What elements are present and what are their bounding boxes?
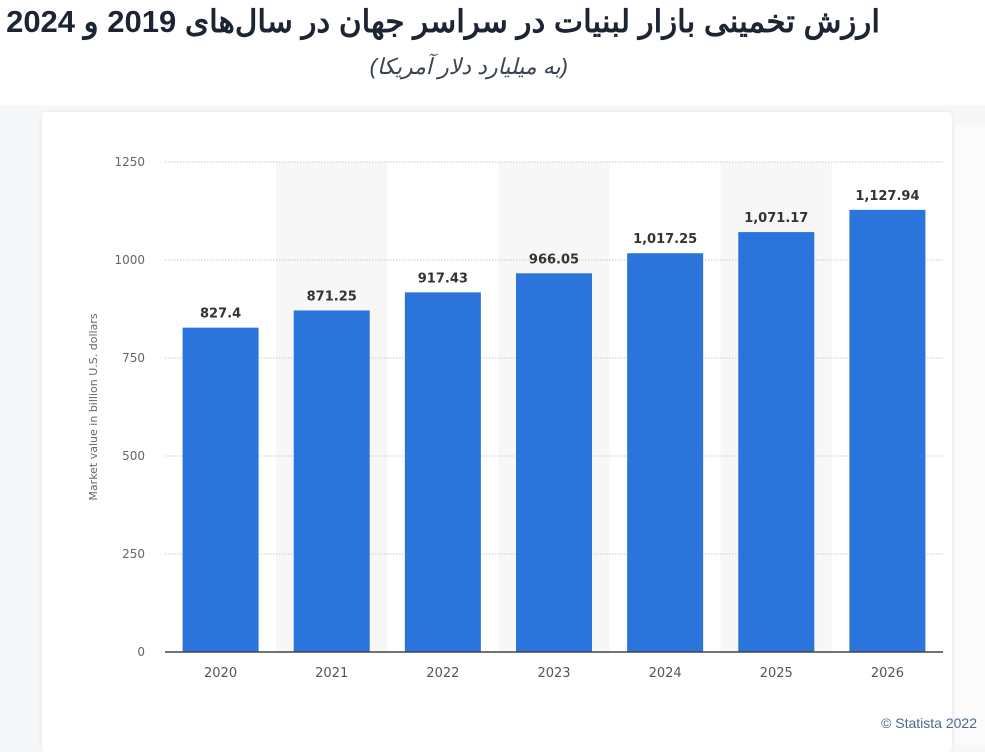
header: ارزش تخمینی بازار لبنیات در سراسر جهان د…	[0, 0, 985, 105]
side-panel	[955, 125, 985, 745]
x-tick-label: 2020	[204, 666, 237, 681]
data-label: 1,071.17	[744, 211, 808, 226]
data-label: 1,127.94	[855, 189, 919, 204]
data-label: 917.43	[418, 271, 468, 286]
chart-subtitle: (به میلیارد دلار آمریکا)	[369, 54, 568, 79]
y-axis-label: Market value in billion U.S. dollars	[87, 313, 100, 500]
bar	[182, 327, 259, 652]
y-tick-label: 500	[122, 449, 145, 463]
x-tick-label: 2021	[315, 666, 348, 681]
y-tick-label: 750	[122, 351, 145, 365]
bar	[293, 310, 370, 652]
y-tick-label: 1000	[114, 253, 145, 267]
y-tick-label: 250	[122, 547, 145, 561]
x-tick-label: 2025	[760, 666, 793, 681]
data-label: 827.4	[200, 307, 241, 322]
x-tick-label: 2024	[649, 666, 682, 681]
data-label: 966.05	[529, 252, 579, 267]
data-label: 871.25	[307, 289, 357, 304]
x-tick-label: 2023	[537, 666, 570, 681]
x-tick-label: 2026	[871, 666, 904, 681]
x-tick-label: 2022	[426, 666, 459, 681]
bar	[516, 273, 592, 652]
y-tick-label: 1250	[114, 155, 145, 169]
data-label: 1,017.25	[633, 232, 697, 247]
bar	[738, 232, 815, 652]
bar	[404, 292, 481, 652]
y-tick-label: 0	[137, 645, 145, 659]
bar	[627, 253, 704, 652]
chart-title: ارزش تخمینی بازار لبنیات در سراسر جهان د…	[6, 4, 880, 39]
statista-credit[interactable]: © Statista 2022	[881, 715, 977, 731]
bar	[849, 209, 926, 652]
